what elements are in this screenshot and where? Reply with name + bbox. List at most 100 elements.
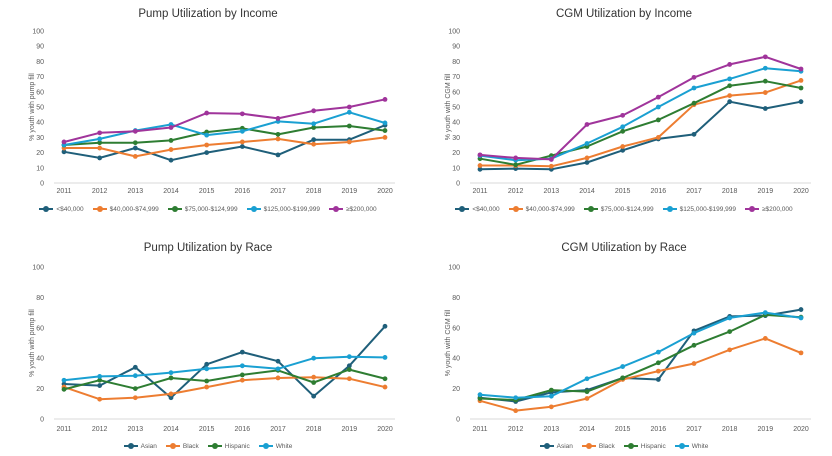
data-point [61,377,67,383]
data-point [204,378,210,384]
series-line [63,125,386,146]
legend-label: Hispanic [640,442,666,450]
y-tick-label: 90 [36,44,44,51]
data-point [691,100,697,106]
y-tick-label: 20 [452,386,460,393]
data-point [798,66,804,72]
data-point [477,163,483,168]
data-point [346,354,352,360]
data-point [346,123,352,129]
data-point [584,141,590,146]
legend-label: <$40,000 [472,205,500,213]
x-tick-label: 2012 [92,426,108,433]
data-point [61,149,67,155]
y-tick-label: 10 [452,165,460,172]
x-tick-label: 2014 [163,188,179,195]
legend-swatch [744,205,759,213]
data-point [691,85,697,91]
x-tick-label: 2012 [508,188,524,195]
data-point [168,157,174,163]
data-point [311,374,317,380]
legend-swatch [165,442,180,450]
y-tick-label: 80 [36,59,44,66]
data-point [620,375,626,381]
data-point [97,155,103,161]
data-point [762,54,768,60]
x-tick-label: 2013 [128,426,144,433]
y-tick-label: 0 [40,181,44,188]
data-point [204,384,210,390]
data-point [382,376,388,382]
legend-item: White [674,442,708,450]
chart-pump-race: Pump Utilization by Race 0 20 40 60 80 100 % y… [0,228,416,456]
x-tick-label: 2018 [306,426,322,433]
x-tick-label: 2019 [342,426,358,433]
legend: Asian Black Hispanic White [0,442,416,450]
series-line [63,376,386,401]
legend-swatch [455,205,470,213]
legend-item: $40,000-$74,999 [508,205,575,213]
data-point [382,355,388,360]
data-point [311,393,317,399]
y-tick-label: 50 [452,105,460,112]
legend-item: $75,000-$124,999 [167,205,238,213]
x-tick-label: 2020 [377,426,393,433]
data-point [204,142,210,148]
series-line [479,337,802,412]
data-point [798,350,804,356]
data-point [548,157,554,162]
legend-label: $125,000-$199,999 [679,205,736,213]
data-point [311,125,317,130]
data-point [655,368,661,374]
data-point [762,310,768,315]
legend: <$40,000 $40,000-$74,999 $75,000-$124,999 $… [0,205,416,213]
data-point [727,62,733,67]
legend-item: Asian [539,442,573,450]
legend-label: $125,000-$199,999 [263,205,320,213]
data-point [548,163,554,169]
x-tick-label: 2016 [235,426,251,433]
data-point [275,131,281,137]
y-tick-label: 30 [36,135,44,142]
data-point [620,144,626,149]
y-tick-label: 100 [448,265,460,272]
data-point [132,145,138,151]
legend-label: Asian [140,442,157,450]
data-point [655,135,661,140]
y-tick-label: 70 [452,74,460,81]
chart-title: Pump Utilization by Race [143,242,273,254]
data-point [346,109,352,115]
legend-swatch [581,442,596,450]
legend-item: ≥$200,000 [744,205,793,213]
legend-item: $40,000-$74,999 [92,205,159,213]
data-point [311,121,317,127]
data-point [346,376,352,382]
data-point [762,65,768,71]
x-tick-label: 2014 [163,426,179,433]
data-point [584,389,590,395]
y-axis-label: % youth with CGM fill [445,309,452,376]
x-tick-label: 2019 [758,188,774,195]
x-tick-label: 2020 [793,188,809,195]
data-point [311,380,317,385]
series-line [480,79,802,168]
legend-swatch [167,205,182,213]
data-point [655,104,661,110]
y-tick-label: 90 [452,44,460,51]
x-tick-label: 2014 [579,426,595,433]
data-point [97,377,103,383]
data-point [97,136,103,142]
series-line [63,355,386,382]
x-tick-label: 2011 [472,426,487,433]
data-point [132,364,138,370]
data-point [691,361,697,366]
legend-swatch [207,442,222,450]
data-point [691,131,697,137]
series-line [63,98,386,143]
data-point [204,366,210,372]
data-point [275,136,281,142]
data-point [346,367,352,372]
x-tick-label: 2020 [377,188,393,195]
series-line [479,311,802,399]
data-point [548,387,554,393]
